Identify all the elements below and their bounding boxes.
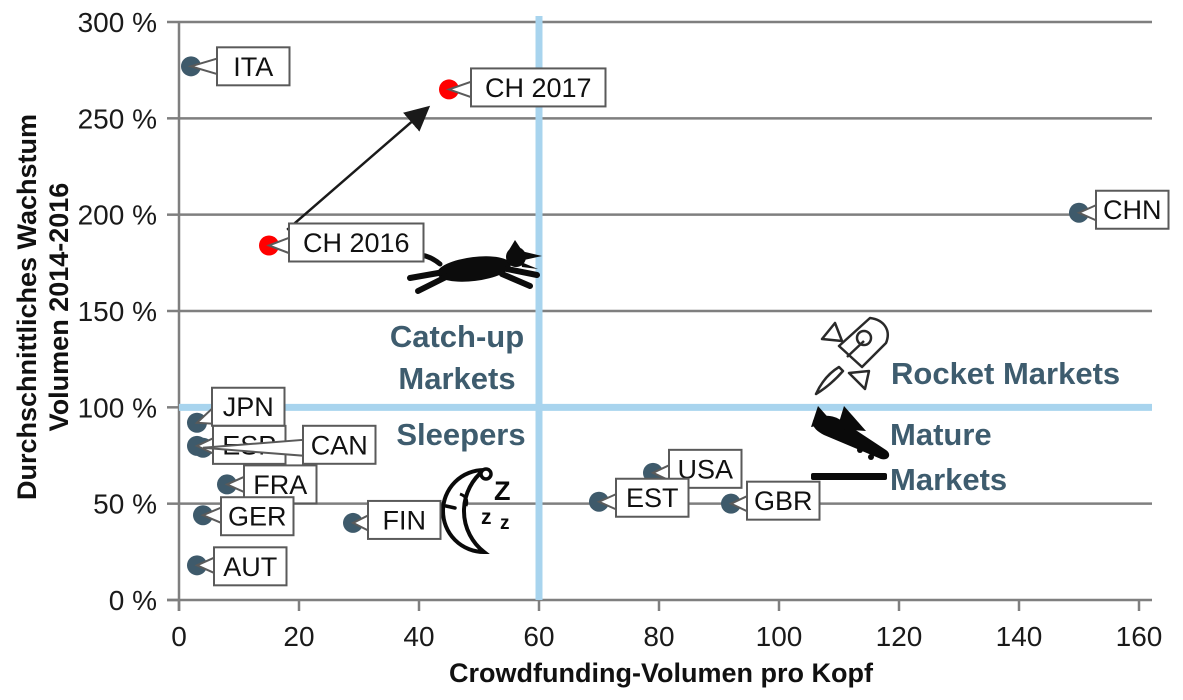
callout-box [213,546,288,587]
callout-text: ITA [233,52,273,82]
callout-box [211,386,286,427]
point-label-ESP: ESP [194,424,287,465]
y-axis-title-line-2: Volumen 2014-2016 [44,183,74,432]
quadrant-label-mature-line-0: Mature [890,417,992,452]
y-tick-label-100: 100 % [78,392,157,423]
y-axis-title-line-1: Durchschnittliches Wachstum [12,114,42,500]
y-tick-label-50: 50 % [93,489,157,520]
callout-text: FRA [253,470,307,500]
x-tick-label-120: 120 [876,621,923,652]
x-tick-label-0: 0 [171,621,187,652]
callout-text: AUT [223,552,277,582]
callout-text: CH 2016 [303,228,410,258]
callout-box [302,424,377,465]
callout-box [367,499,442,540]
quadrant-label-mature-line-1: Markets [890,462,1007,497]
quadrant-label-rocket-line-0: Rocket Markets [891,356,1120,391]
point-label-ITA: ITA [187,46,291,87]
moon-z-small-1: z [481,506,492,529]
quadrant-labels: Catch-up Markets Sleepers Rocket Markets Mat… [390,319,1120,497]
landing-plane-icon [811,406,890,480]
y-tick-label-150: 150 % [78,296,157,327]
point-label-FIN: FIN [350,499,442,540]
point-label-CAN: CAN [202,424,377,465]
x-tick-label-20: 20 [283,621,314,652]
callout-text: CH 2017 [485,73,592,103]
x-tick-label-60: 60 [523,621,554,652]
point-label-CH 2017: CH 2017 [445,67,607,108]
growth-arrow [286,105,431,231]
point-label-USA: USA [650,448,743,489]
point-label-CH 2016: CH 2016 [266,222,425,263]
moon-z-small-2: z [500,513,510,534]
point-label-AUT: AUT [194,546,288,587]
callout-text: CHN [1103,195,1162,225]
quadrant-label-catch-up-line-0: Catch-up [390,319,524,354]
callout-box [216,46,291,87]
quadrant-label-catch-up-line-1: Markets [398,361,515,396]
callout-box [1095,189,1170,230]
arrow-CH 2016-to-CH 2017 [286,105,431,231]
point-label-GER: GER [200,496,295,537]
callout-text: EST [626,483,679,513]
y-tick-label-300: 300 % [78,7,157,38]
point-label-CHN: CHN [1076,189,1170,230]
moon-z-large: Z [494,476,511,506]
tick-labels: 0 % 50 % 100 % 150 % 200 % 250 % 300 % 0 20 40 60 8… [78,7,1163,652]
sleeping-moon-icon: Z z z [441,467,511,555]
callout-text: GER [228,502,287,532]
x-tick-label-80: 80 [643,621,674,652]
x-tick-label-160: 160 [1116,621,1163,652]
axes [167,20,1152,611]
y-tick-label-0: 0 % [109,585,157,616]
callout-text: FIN [383,505,427,535]
callout-box [746,480,821,521]
point-label-GBR: GBR [728,480,821,521]
x-axis-title: Crowdfunding-Volumen pro Kopf [449,658,874,688]
point-label-EST: EST [596,477,690,518]
x-tick-label-140: 140 [996,621,1043,652]
callout-text: JPN [223,392,274,422]
callout-text: GBR [754,486,813,516]
callout-text: CAN [311,430,368,460]
callout-box [470,67,607,108]
y-tick-label-250: 250 % [78,103,157,134]
callout-box [288,222,425,263]
cheetah-icon [402,240,542,294]
crosshair-lines [179,16,1152,600]
y-tick-label-200: 200 % [78,200,157,231]
rocket-icon [814,316,889,396]
x-tick-label-40: 40 [403,621,434,652]
quadrant-label-sleepers-line-0: Sleepers [396,417,525,452]
point-label-JPN: JPN [194,386,286,427]
callout-box [220,496,295,537]
callout-box [615,477,690,518]
x-tick-label-100: 100 [756,621,803,652]
